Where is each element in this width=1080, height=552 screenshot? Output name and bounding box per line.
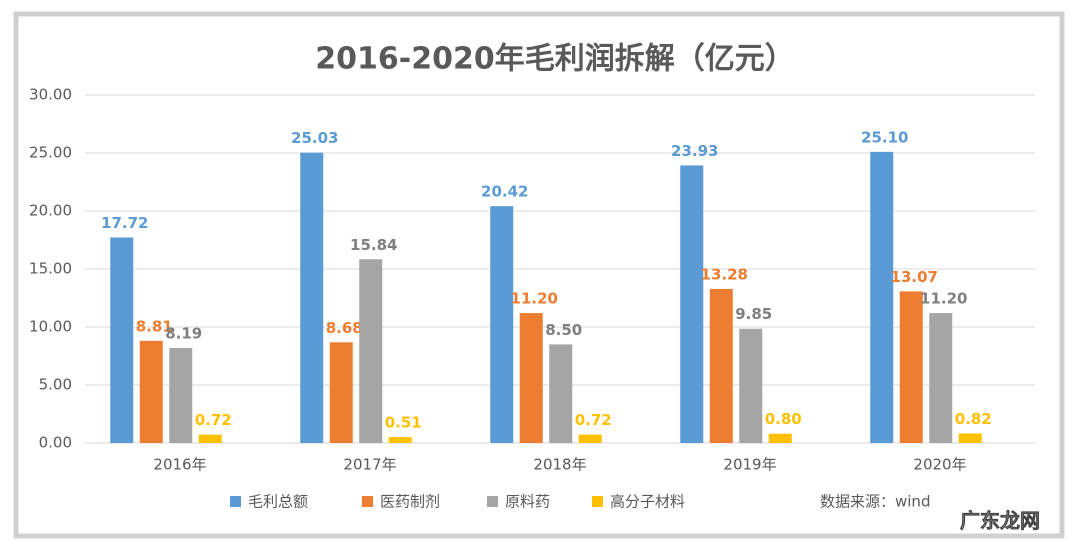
bar — [549, 344, 573, 443]
value-label: 0.51 — [385, 414, 422, 432]
bar — [768, 433, 792, 443]
y-tick-label: 30.00 — [29, 86, 72, 104]
legend-swatch — [230, 496, 241, 507]
bar — [169, 347, 193, 443]
x-tick-label: 2019年 — [723, 456, 776, 474]
value-label: 8.19 — [165, 324, 202, 342]
legend-swatch — [362, 496, 373, 507]
x-tick-label: 2016年 — [153, 456, 206, 474]
x-tick-label: 2017年 — [343, 456, 396, 474]
value-label: 25.10 — [861, 128, 908, 146]
legend-label: 高分子材料 — [610, 493, 685, 511]
bar — [329, 342, 353, 443]
legend-label: 医药制剂 — [380, 493, 440, 511]
value-label: 13.07 — [891, 268, 938, 286]
bar — [519, 313, 543, 443]
value-label: 17.72 — [101, 214, 148, 232]
bar — [300, 152, 324, 444]
value-label: 8.81 — [136, 317, 173, 335]
bar — [198, 434, 222, 443]
bar — [870, 151, 894, 443]
bar — [139, 340, 163, 443]
value-label: 11.20 — [920, 290, 967, 308]
bar — [709, 288, 733, 443]
bar — [680, 165, 704, 444]
value-label: 11.20 — [511, 290, 558, 308]
bar — [359, 259, 383, 443]
y-tick-label: 0.00 — [39, 434, 72, 452]
value-label: 8.68 — [326, 319, 363, 337]
source-note: 数据来源：wind — [820, 493, 930, 511]
value-label: 20.42 — [481, 183, 528, 201]
value-label: 15.84 — [350, 236, 397, 254]
y-tick-label: 20.00 — [29, 202, 72, 220]
x-tick-label: 2018年 — [533, 456, 586, 474]
y-tick-label: 15.00 — [29, 260, 72, 278]
value-label: 0.80 — [765, 410, 802, 428]
bar — [739, 328, 763, 443]
bar — [490, 206, 514, 443]
value-label: 8.50 — [545, 321, 582, 339]
legend-swatch — [592, 496, 603, 507]
value-label: 9.85 — [735, 305, 772, 323]
value-label: 25.03 — [291, 129, 338, 147]
x-tick-label: 2020年 — [913, 456, 966, 474]
bar — [110, 237, 134, 443]
value-label: 0.82 — [955, 410, 992, 428]
legend-label: 原料药 — [505, 493, 550, 511]
y-tick-label: 10.00 — [29, 318, 72, 336]
y-tick-label: 5.00 — [39, 376, 72, 394]
value-label: 13.28 — [701, 265, 748, 283]
legend-swatch — [487, 496, 498, 507]
bar — [929, 313, 953, 443]
chart-title: 2016-2020年毛利润拆解（亿元） — [315, 42, 794, 77]
value-label: 23.93 — [671, 142, 718, 160]
watermark: 广东龙网 — [960, 509, 1040, 533]
bar — [958, 433, 982, 443]
bar — [388, 437, 412, 443]
legend-label: 毛利总额 — [248, 493, 308, 511]
bar — [578, 434, 602, 443]
y-tick-label: 25.00 — [29, 144, 72, 162]
value-label: 0.72 — [195, 411, 232, 429]
value-label: 0.72 — [575, 411, 612, 429]
bar — [899, 291, 923, 443]
